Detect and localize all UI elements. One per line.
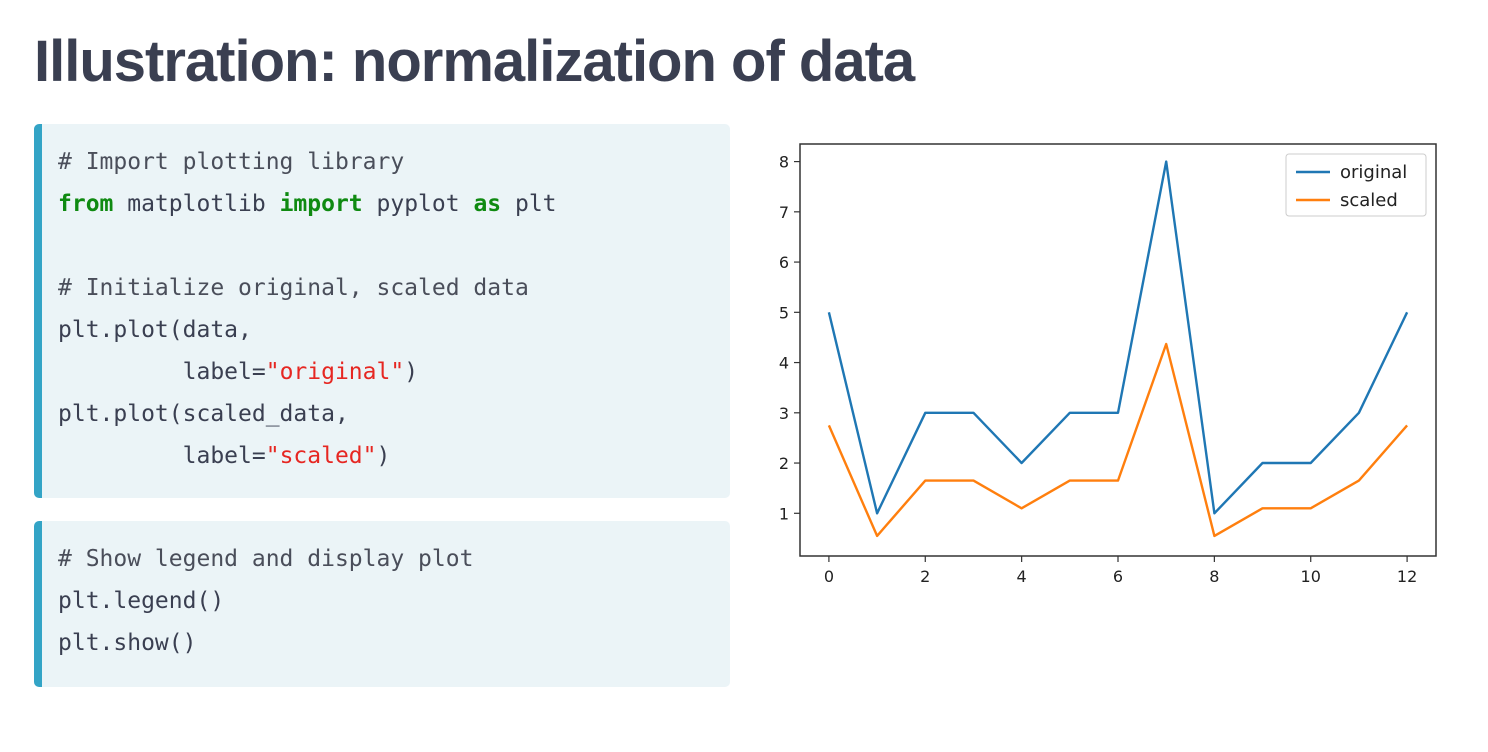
- x-tick-label: 6: [1113, 567, 1123, 586]
- code-token: label=: [58, 443, 266, 469]
- code-line: plt.show(): [58, 622, 730, 664]
- code-line: # Initialize original, scaled data: [58, 267, 730, 309]
- code-keyword: from: [58, 191, 114, 217]
- legend-label-scaled: scaled: [1340, 190, 1398, 211]
- line-chart: 1 2 3 4 5 6 7 8 0 2 4 6 8 10 12 original scaled: [758, 136, 1458, 606]
- y-tick-label: 8: [779, 153, 789, 172]
- y-tick-label: 5: [779, 303, 789, 322]
- code-keyword: import: [279, 191, 363, 217]
- code-token: ): [404, 359, 419, 385]
- code-token: plt: [501, 191, 557, 217]
- code-comment: # Import plotting library: [58, 149, 405, 175]
- x-tick-label: 12: [1397, 567, 1417, 586]
- y-tick-label: 7: [779, 203, 789, 222]
- series-line-original: [827, 160, 1409, 515]
- code-keyword: as: [473, 191, 502, 217]
- code-line: from matplotlib import pyplot as plt: [58, 183, 730, 225]
- y-tick-label: 3: [779, 404, 789, 423]
- code-comment: # Show legend and display plot: [58, 546, 474, 572]
- x-tick-label: 10: [1301, 567, 1321, 586]
- code-block-show: # Show legend and display plot plt.legend…: [34, 521, 730, 687]
- code-token: label=: [58, 359, 266, 385]
- code-line: [58, 225, 730, 267]
- code-line: plt.legend(): [58, 580, 730, 622]
- x-tick-label: 0: [824, 567, 834, 586]
- x-tick-label: 4: [1017, 567, 1027, 586]
- code-line: label="original"): [58, 351, 730, 393]
- y-tick-label: 4: [779, 354, 789, 373]
- y-tick-label: 1: [779, 504, 789, 523]
- code-token: matplotlib: [113, 191, 280, 217]
- code-line: # Import plotting library: [58, 141, 730, 183]
- y-tick-label: 6: [779, 253, 789, 272]
- x-tick-label: 8: [1209, 567, 1219, 586]
- code-token: ): [376, 443, 391, 469]
- code-token: plt.plot(data,: [58, 317, 252, 343]
- code-line: # Show legend and display plot: [58, 538, 730, 580]
- y-tick-label: 2: [779, 454, 789, 473]
- code-string: "original": [265, 359, 405, 385]
- code-token: pyplot: [362, 191, 474, 217]
- code-token: plt.show(): [58, 630, 197, 656]
- code-block-plot: # Import plotting library from matplotlib…: [34, 124, 730, 498]
- code-line: label="scaled"): [58, 435, 730, 477]
- series-line-scaled: [827, 342, 1409, 538]
- code-token: plt.legend(): [58, 588, 225, 614]
- code-token: plt.plot(scaled_data,: [58, 401, 349, 427]
- code-line: plt.plot(scaled_data,: [58, 393, 730, 435]
- legend-label-original: original: [1340, 162, 1407, 183]
- slide-title: Illustration: normalization of data: [34, 29, 915, 94]
- x-tick-label: 2: [920, 567, 930, 586]
- code-comment: # Initialize original, scaled data: [58, 275, 529, 301]
- code-string: "scaled": [265, 443, 377, 469]
- code-line: plt.plot(data,: [58, 309, 730, 351]
